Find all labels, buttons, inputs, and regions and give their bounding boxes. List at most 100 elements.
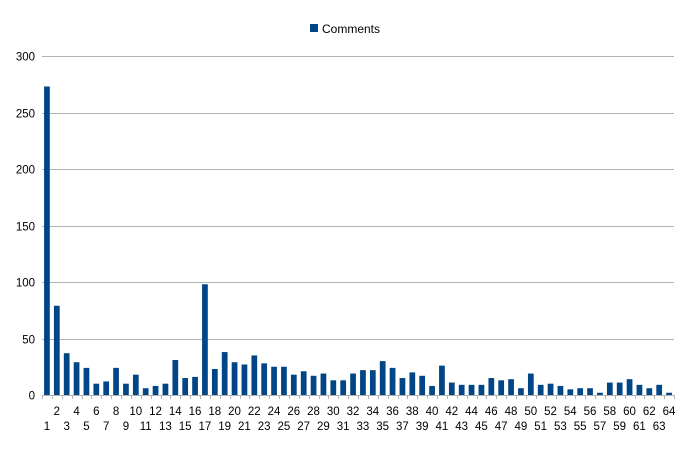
bar: [419, 375, 426, 395]
x-tick-label: 23: [258, 421, 271, 433]
x-tick-label: 19: [218, 421, 231, 433]
bar: [123, 383, 129, 395]
x-tick-label: 21: [238, 421, 251, 433]
bar: [369, 370, 376, 395]
bar: [606, 382, 613, 395]
x-tick-label: 2: [54, 406, 60, 418]
x-tick-label: 5: [83, 421, 89, 433]
x-tick-label: 63: [653, 421, 666, 433]
legend: Comments: [310, 22, 380, 36]
x-tick-label: 53: [554, 421, 567, 433]
bar: [360, 370, 366, 395]
x-tick-label: 8: [113, 406, 119, 418]
bar: [142, 388, 149, 395]
x-tick-label: 33: [357, 421, 370, 433]
gridlines: [42, 56, 674, 396]
bar: [547, 383, 554, 395]
bar: [44, 86, 50, 395]
x-tick-label: 3: [63, 421, 69, 433]
bar: [646, 388, 653, 395]
y-tick-label: 100: [16, 278, 35, 290]
bar: [310, 375, 317, 395]
bar: [152, 385, 159, 395]
bar: [488, 378, 495, 395]
x-tick-label: 10: [129, 406, 142, 418]
bar: [458, 384, 465, 395]
x-tick-label: 15: [179, 421, 192, 433]
x-tick-label: 35: [376, 421, 389, 433]
bar: [53, 305, 60, 395]
x-tick-label: 13: [159, 421, 172, 433]
x-tick-label: 64: [663, 406, 676, 418]
x-tick-label: 25: [278, 421, 291, 433]
x-tick-label: 57: [594, 421, 607, 433]
bar: [231, 362, 238, 395]
bar: [330, 380, 337, 395]
x-tick-label: 49: [515, 421, 528, 433]
x-tick-label: 55: [574, 421, 587, 433]
bar: [281, 366, 287, 395]
bar: [409, 372, 416, 395]
bar: [290, 374, 297, 395]
bar: [182, 378, 189, 395]
x-tick-label: 17: [199, 421, 212, 433]
bar: [162, 383, 169, 395]
bar: [271, 366, 277, 395]
x-tick-label: 43: [455, 421, 468, 433]
y-tick-label: 150: [16, 222, 35, 234]
x-tick-label: 9: [123, 421, 129, 433]
y-tick-label: 50: [22, 335, 35, 347]
x-tick-label: 48: [505, 406, 518, 418]
x-tick-label: 20: [228, 406, 241, 418]
bar: [73, 362, 80, 395]
bars: [44, 86, 672, 395]
bar: [83, 367, 90, 395]
x-tick-label: 50: [524, 406, 537, 418]
bar: [399, 378, 406, 395]
bar: [498, 380, 505, 395]
x-tick-label: 12: [149, 406, 162, 418]
bar: [537, 384, 544, 395]
bar: [202, 284, 208, 395]
bar: [63, 353, 70, 395]
x-tick-label: 18: [208, 406, 221, 418]
bar: [93, 383, 100, 395]
x-tick-label: 62: [643, 406, 656, 418]
x-tick-label: 1: [44, 421, 50, 433]
bar: [597, 392, 603, 395]
bar: [567, 389, 574, 395]
x-tick-label: 30: [327, 406, 340, 418]
x-tick-label: 7: [103, 421, 109, 433]
bar: [656, 384, 663, 395]
legend-swatch: [310, 24, 318, 32]
x-tick-label: 42: [445, 406, 458, 418]
x-axis: 1234567891011121314151617181920212223242…: [42, 395, 676, 433]
x-tick-label: 28: [307, 406, 320, 418]
bar: [587, 388, 593, 395]
x-tick-label: 38: [406, 406, 419, 418]
x-tick-label: 54: [564, 406, 577, 418]
y-tick-label: 300: [16, 52, 35, 64]
bar: [103, 381, 110, 395]
bar: [132, 374, 139, 395]
bar: [429, 385, 435, 395]
x-tick-label: 47: [495, 421, 508, 433]
x-tick-label: 4: [73, 406, 80, 418]
bar: [577, 388, 584, 395]
x-tick-label: 45: [475, 421, 488, 433]
bar: [468, 384, 475, 395]
x-tick-label: 60: [623, 406, 636, 418]
bar: [478, 384, 485, 395]
x-tick-label: 51: [534, 421, 547, 433]
bar: [172, 359, 179, 395]
x-tick-label: 58: [603, 406, 616, 418]
bar: [616, 382, 623, 395]
bar: [113, 367, 119, 395]
bar: [527, 373, 534, 395]
bar: [448, 382, 455, 395]
x-tick-label: 32: [347, 406, 360, 418]
x-tick-label: 61: [633, 421, 646, 433]
bar: [320, 373, 327, 395]
bar: [350, 373, 356, 395]
y-axis: 0 50 100 150 200 250 300: [16, 52, 35, 403]
